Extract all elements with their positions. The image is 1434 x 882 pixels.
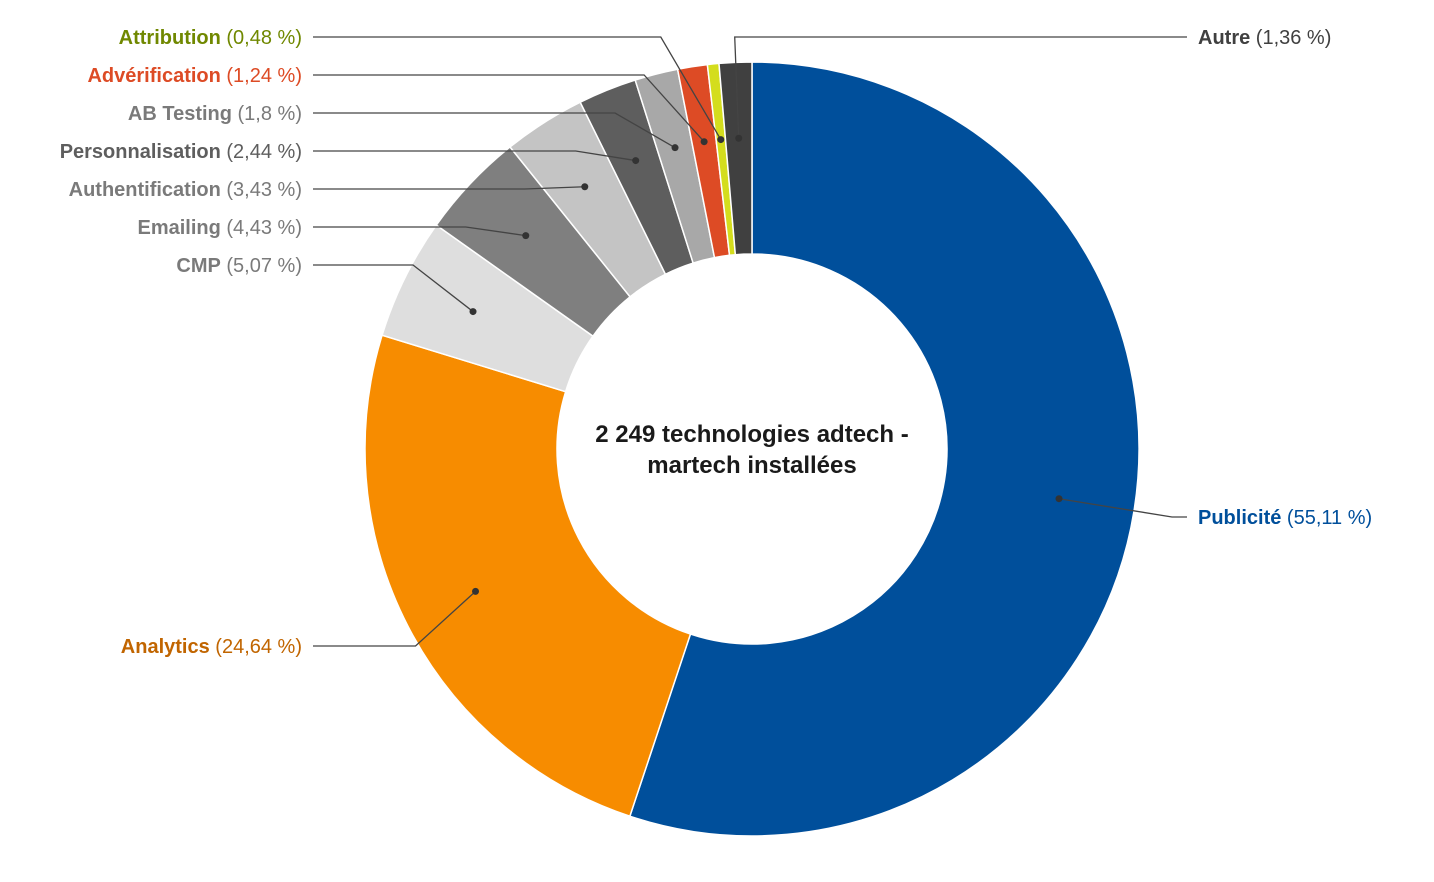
- leader-line-publicite: [1058, 498, 1187, 518]
- leader-dot-analytics: [472, 587, 480, 595]
- slice-autre: [718, 61, 753, 256]
- label-personnalisation: Personnalisation (2,44 %): [60, 141, 302, 163]
- leader-dot-autre: [735, 134, 743, 142]
- label-attribution: Attribution (0,48 %): [119, 27, 302, 49]
- label-adverification: Advérification (1,24 %): [87, 65, 302, 87]
- label-value-ab-testing: (1,8 %): [232, 103, 302, 125]
- label-value-autre: (1,36 %): [1250, 27, 1331, 49]
- label-publicite: Publicité (55,11 %): [1198, 507, 1372, 529]
- leader-lines-group: [313, 36, 1187, 647]
- label-name-analytics: Analytics: [121, 636, 210, 658]
- label-name-adverification: Advérification: [87, 65, 220, 87]
- center-label-line-1: 2 249 technologies adtech -: [595, 421, 908, 448]
- leader-dot-adverification: [700, 138, 708, 146]
- leader-dot-attribution: [717, 136, 725, 144]
- center-label-line-2: martech installées: [647, 452, 856, 479]
- leader-line-emailing: [313, 226, 526, 237]
- slice-analytics: [364, 334, 692, 818]
- leader-dot-publicite: [1055, 495, 1063, 503]
- label-value-cmp: (5,07 %): [221, 255, 302, 277]
- leader-line-ab-testing: [313, 112, 676, 149]
- label-ab-testing: AB Testing (1,8 %): [128, 103, 302, 125]
- label-name-attribution: Attribution: [119, 27, 221, 49]
- label-name-personnalisation: Personnalisation: [60, 141, 221, 163]
- labels-group: Publicité (55,11 %) Analytics (24,64 %) CM…: [60, 27, 1372, 658]
- label-name-publicite: Publicité: [1198, 507, 1281, 529]
- label-name-cmp: CMP: [176, 255, 220, 277]
- leader-line-autre: [734, 36, 1187, 139]
- label-value-attribution: (0,48 %): [221, 27, 302, 49]
- label-value-analytics: (24,64 %): [210, 636, 302, 658]
- label-value-adverification: (1,24 %): [221, 65, 302, 87]
- label-name-emailing: Emailing: [137, 217, 220, 239]
- leader-line-attribution: [313, 36, 722, 140]
- leader-line-authentification: [313, 186, 585, 190]
- label-autre: Autre (1,36 %): [1198, 27, 1331, 49]
- label-name-autre: Autre: [1198, 27, 1250, 49]
- label-cmp: CMP (5,07 %): [176, 255, 302, 277]
- label-name-ab-testing: AB Testing: [128, 103, 232, 125]
- leader-line-personnalisation: [313, 150, 636, 162]
- leader-dot-cmp: [469, 308, 477, 316]
- slices-group: [364, 61, 1140, 837]
- leader-line-cmp: [313, 264, 474, 313]
- slice-publicite: [628, 61, 1140, 837]
- leader-dot-personnalisation: [632, 157, 640, 165]
- label-analytics: Analytics (24,64 %): [121, 636, 302, 658]
- leader-dot-emailing: [522, 232, 530, 240]
- label-emailing: Emailing (4,43 %): [137, 217, 302, 239]
- label-value-emailing: (4,43 %): [221, 217, 302, 239]
- label-name-authentification: Authentification: [69, 179, 221, 201]
- leader-dot-authentification: [581, 183, 589, 191]
- label-value-publicite: (55,11 %): [1281, 507, 1372, 529]
- leader-line-adverification: [313, 74, 705, 143]
- leader-dot-ab-testing: [671, 144, 679, 152]
- label-value-authentification: (3,43 %): [221, 179, 302, 201]
- label-value-personnalisation: (2,44 %): [221, 141, 302, 163]
- leader-line-analytics: [313, 590, 476, 647]
- label-authentification: Authentification (3,43 %): [69, 179, 302, 201]
